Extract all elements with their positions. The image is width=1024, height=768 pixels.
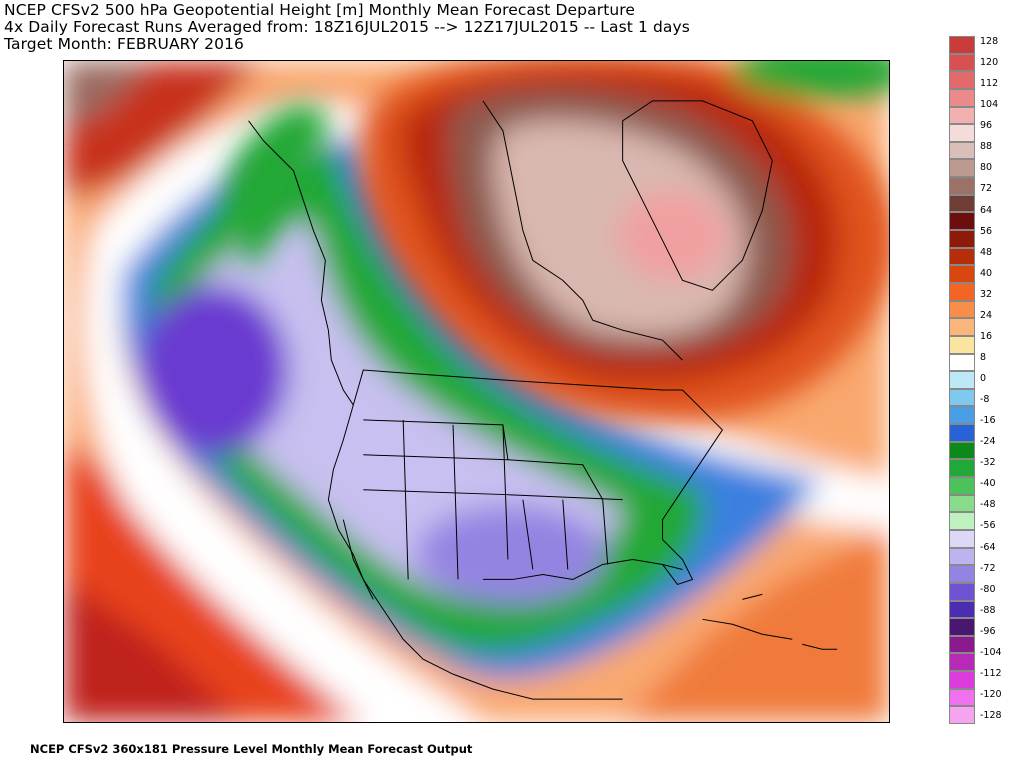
legend-swatch (949, 653, 975, 672)
legend-label: 80 (980, 162, 993, 174)
legend-swatch (949, 406, 975, 425)
legend-label: -16 (980, 415, 996, 427)
legend-swatch (949, 177, 975, 195)
legend-swatch (949, 582, 975, 601)
legend-swatch (949, 194, 975, 213)
legend-label: 16 (980, 330, 993, 342)
legend-label: 88 (980, 141, 993, 153)
legend-label: 48 (980, 246, 993, 258)
legend-label: 128 (980, 36, 999, 47)
legend-label: -120 (980, 688, 1002, 700)
legend-swatch (949, 424, 975, 442)
legend-swatch (949, 706, 975, 724)
legend-label: -96 (980, 625, 996, 637)
legend-swatch (949, 318, 975, 336)
legend-swatch (949, 565, 975, 583)
map-header: NCEP CFSv2 500 hPa Geopotential Height [… (4, 2, 690, 53)
legend-label: 0 (980, 373, 987, 384)
legend-swatch (949, 71, 975, 89)
legend-swatch (949, 282, 975, 301)
legend-label: -40 (980, 478, 996, 490)
color-legend: 128 120 112 104 96 88 80 72 64 56 48 40 32 24 16 8 0 -8 -1… (949, 36, 1024, 724)
legend-swatch (949, 106, 975, 125)
legend-swatch (949, 671, 975, 689)
title-line-3: Target Month: FEBRUARY 2016 (4, 35, 244, 53)
legend-swatch (949, 247, 975, 266)
legend-label: 8 (980, 351, 987, 363)
legend-label: -24 (980, 436, 996, 448)
legend-swatch (949, 141, 975, 160)
legend-swatch (949, 88, 975, 107)
legend-swatch (949, 529, 975, 548)
legend-swatch (949, 230, 975, 248)
legend-label: 96 (980, 120, 993, 132)
legend-swatch (949, 335, 975, 354)
legend-label: -104 (980, 646, 1002, 658)
legend-label: 64 (980, 204, 993, 216)
legend-label: -72 (980, 562, 996, 574)
legend-swatch (949, 159, 975, 178)
legend-swatch (949, 124, 975, 142)
legend-swatch (949, 494, 975, 513)
legend-swatch (949, 600, 975, 619)
legend-label: 72 (980, 183, 993, 195)
anomaly-field-highs (229, 61, 889, 422)
legend-swatch (949, 300, 975, 319)
title-line-2: 4x Daily Forecast Runs Averaged from: 18… (4, 18, 690, 36)
legend-swatch (949, 512, 975, 530)
legend-swatch (949, 547, 975, 566)
legend-swatch (949, 618, 975, 636)
legend-label: 40 (980, 267, 993, 279)
legend-label: 24 (980, 309, 993, 321)
forecast-map (63, 60, 890, 723)
coastlines (248, 100, 838, 700)
legend-swatch (949, 459, 975, 478)
footer-caption: NCEP CFSv2 360x181 Pressure Level Monthl… (30, 742, 473, 756)
legend-label: 32 (980, 288, 993, 300)
legend-label: 112 (980, 78, 999, 90)
legend-label: 120 (980, 57, 999, 69)
legend-label: -8 (980, 394, 990, 406)
legend-swatch (949, 53, 975, 72)
legend-label: -32 (980, 457, 996, 469)
legend-swatch (949, 371, 975, 389)
title-line-1: NCEP CFSv2 500 hPa Geopotential Height [… (4, 1, 636, 19)
legend-label: 104 (980, 99, 999, 111)
legend-swatch (949, 265, 975, 283)
legend-swatch (949, 635, 975, 654)
legend-label: -64 (980, 541, 996, 553)
legend-label: -80 (980, 583, 996, 595)
legend-swatch (949, 688, 975, 707)
legend-swatch (949, 441, 975, 460)
legend-swatch (949, 477, 975, 495)
legend-label: -128 (980, 710, 1002, 721)
legend-swatch (949, 388, 975, 407)
legend-label: -56 (980, 520, 996, 532)
legend-swatch (949, 353, 975, 372)
legend-label: 56 (980, 225, 993, 237)
legend-swatch (949, 212, 975, 231)
legend-label: -48 (980, 499, 996, 511)
legend-label: -112 (980, 667, 1002, 679)
legend-swatch (949, 36, 975, 54)
map-canvas (64, 61, 889, 722)
legend-label: -88 (980, 604, 996, 616)
